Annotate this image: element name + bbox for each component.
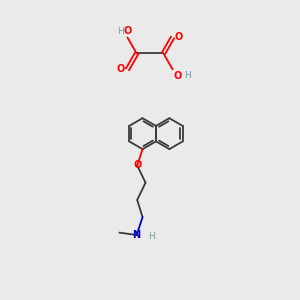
Text: H: H <box>184 71 191 80</box>
Text: O: O <box>117 64 125 74</box>
Text: H: H <box>148 232 155 241</box>
Text: O: O <box>175 32 183 42</box>
Text: H: H <box>117 27 124 36</box>
Text: N: N <box>133 230 141 240</box>
Text: O: O <box>133 160 141 170</box>
Text: O: O <box>173 71 182 81</box>
Text: O: O <box>123 26 131 36</box>
